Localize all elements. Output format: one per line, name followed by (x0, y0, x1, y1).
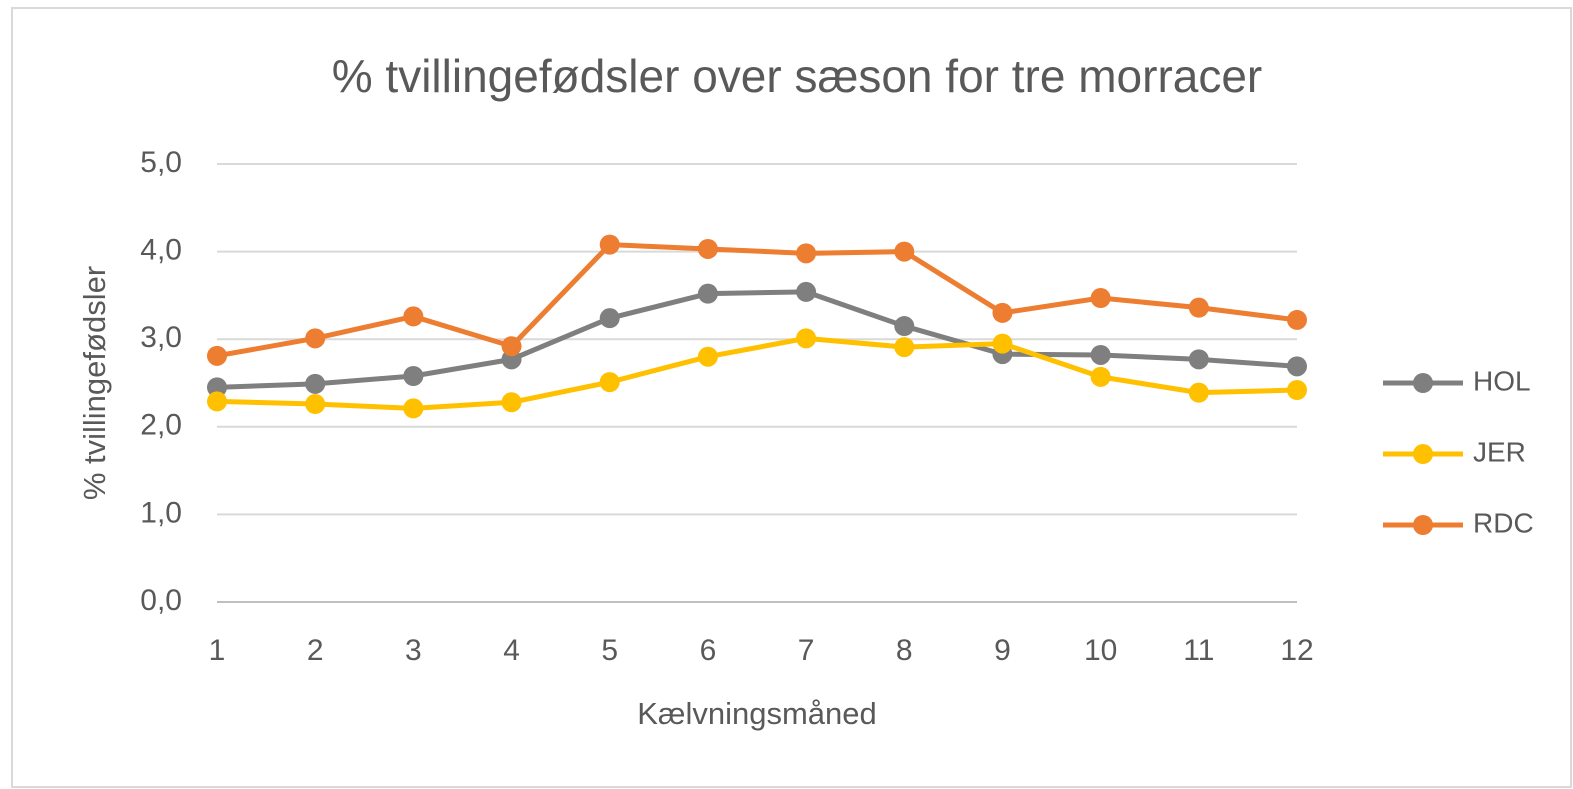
series-line (216, 242, 1298, 359)
data-point (207, 377, 227, 398)
x-tick-label: 12 (1280, 634, 1313, 667)
y-tick-label: 1,0 (140, 496, 182, 529)
chart-border (11, 7, 1572, 788)
y-tick-label: 2,0 (140, 409, 182, 442)
data-point (1287, 356, 1307, 377)
data-point (796, 281, 817, 302)
data-point (1090, 344, 1111, 365)
data-point (1188, 349, 1209, 370)
data-point (207, 391, 227, 412)
x-tick-label: 9 (994, 634, 1011, 667)
data-point (403, 398, 424, 419)
legend-marker (1413, 373, 1433, 393)
data-point (501, 336, 522, 357)
data-point (1188, 297, 1209, 318)
legend-marker (1413, 444, 1433, 464)
data-point (1090, 288, 1111, 309)
series-line (216, 289, 1298, 390)
legend-marker (1413, 515, 1433, 535)
legend-label: HOL (1473, 365, 1531, 396)
data-point (796, 243, 817, 264)
data-point (992, 333, 1013, 354)
legend-label: JER (1473, 436, 1526, 467)
data-point (599, 308, 620, 329)
data-point (697, 283, 718, 304)
data-point (1287, 380, 1307, 401)
y-tick-label: 5,0 (140, 146, 182, 179)
data-point (305, 328, 326, 349)
data-point (992, 302, 1013, 323)
data-point (1287, 309, 1307, 330)
data-point (1188, 382, 1209, 403)
x-tick-label: 2 (307, 634, 324, 667)
legend-label: RDC (1473, 507, 1534, 538)
data-point (697, 238, 718, 259)
data-point (305, 394, 326, 415)
y-tick-label: 0,0 (140, 584, 182, 617)
x-tick-label: 5 (601, 634, 618, 667)
data-point (894, 241, 915, 262)
data-point (501, 392, 522, 413)
x-tick-label: 8 (896, 634, 913, 667)
y-tick-label: 4,0 (140, 234, 182, 267)
x-tick-label: 3 (405, 634, 422, 667)
data-point (599, 234, 620, 255)
data-point (894, 316, 915, 337)
x-tick-label: 7 (798, 634, 815, 667)
data-point (599, 372, 620, 393)
data-point (894, 337, 915, 358)
series-line (216, 335, 1298, 411)
data-point (403, 306, 424, 327)
data-point (403, 365, 424, 386)
x-tick-label: 1 (209, 634, 226, 667)
chart-title: % tvillingefødsler over sæson for tre mo… (332, 50, 1263, 102)
y-axis-label: % tvillingefødsler (77, 266, 112, 500)
x-tick-label: 11 (1183, 634, 1214, 667)
x-tick-label: 10 (1084, 634, 1117, 667)
x-tick-label: 4 (503, 634, 520, 667)
data-point (697, 346, 718, 367)
data-point (207, 345, 227, 366)
x-axis-label: Kælvningsmåned (637, 696, 877, 731)
y-tick-label: 3,0 (140, 321, 182, 354)
data-point (1090, 366, 1111, 387)
data-point (796, 328, 817, 349)
data-point (305, 373, 326, 394)
x-tick-label: 6 (700, 634, 717, 667)
